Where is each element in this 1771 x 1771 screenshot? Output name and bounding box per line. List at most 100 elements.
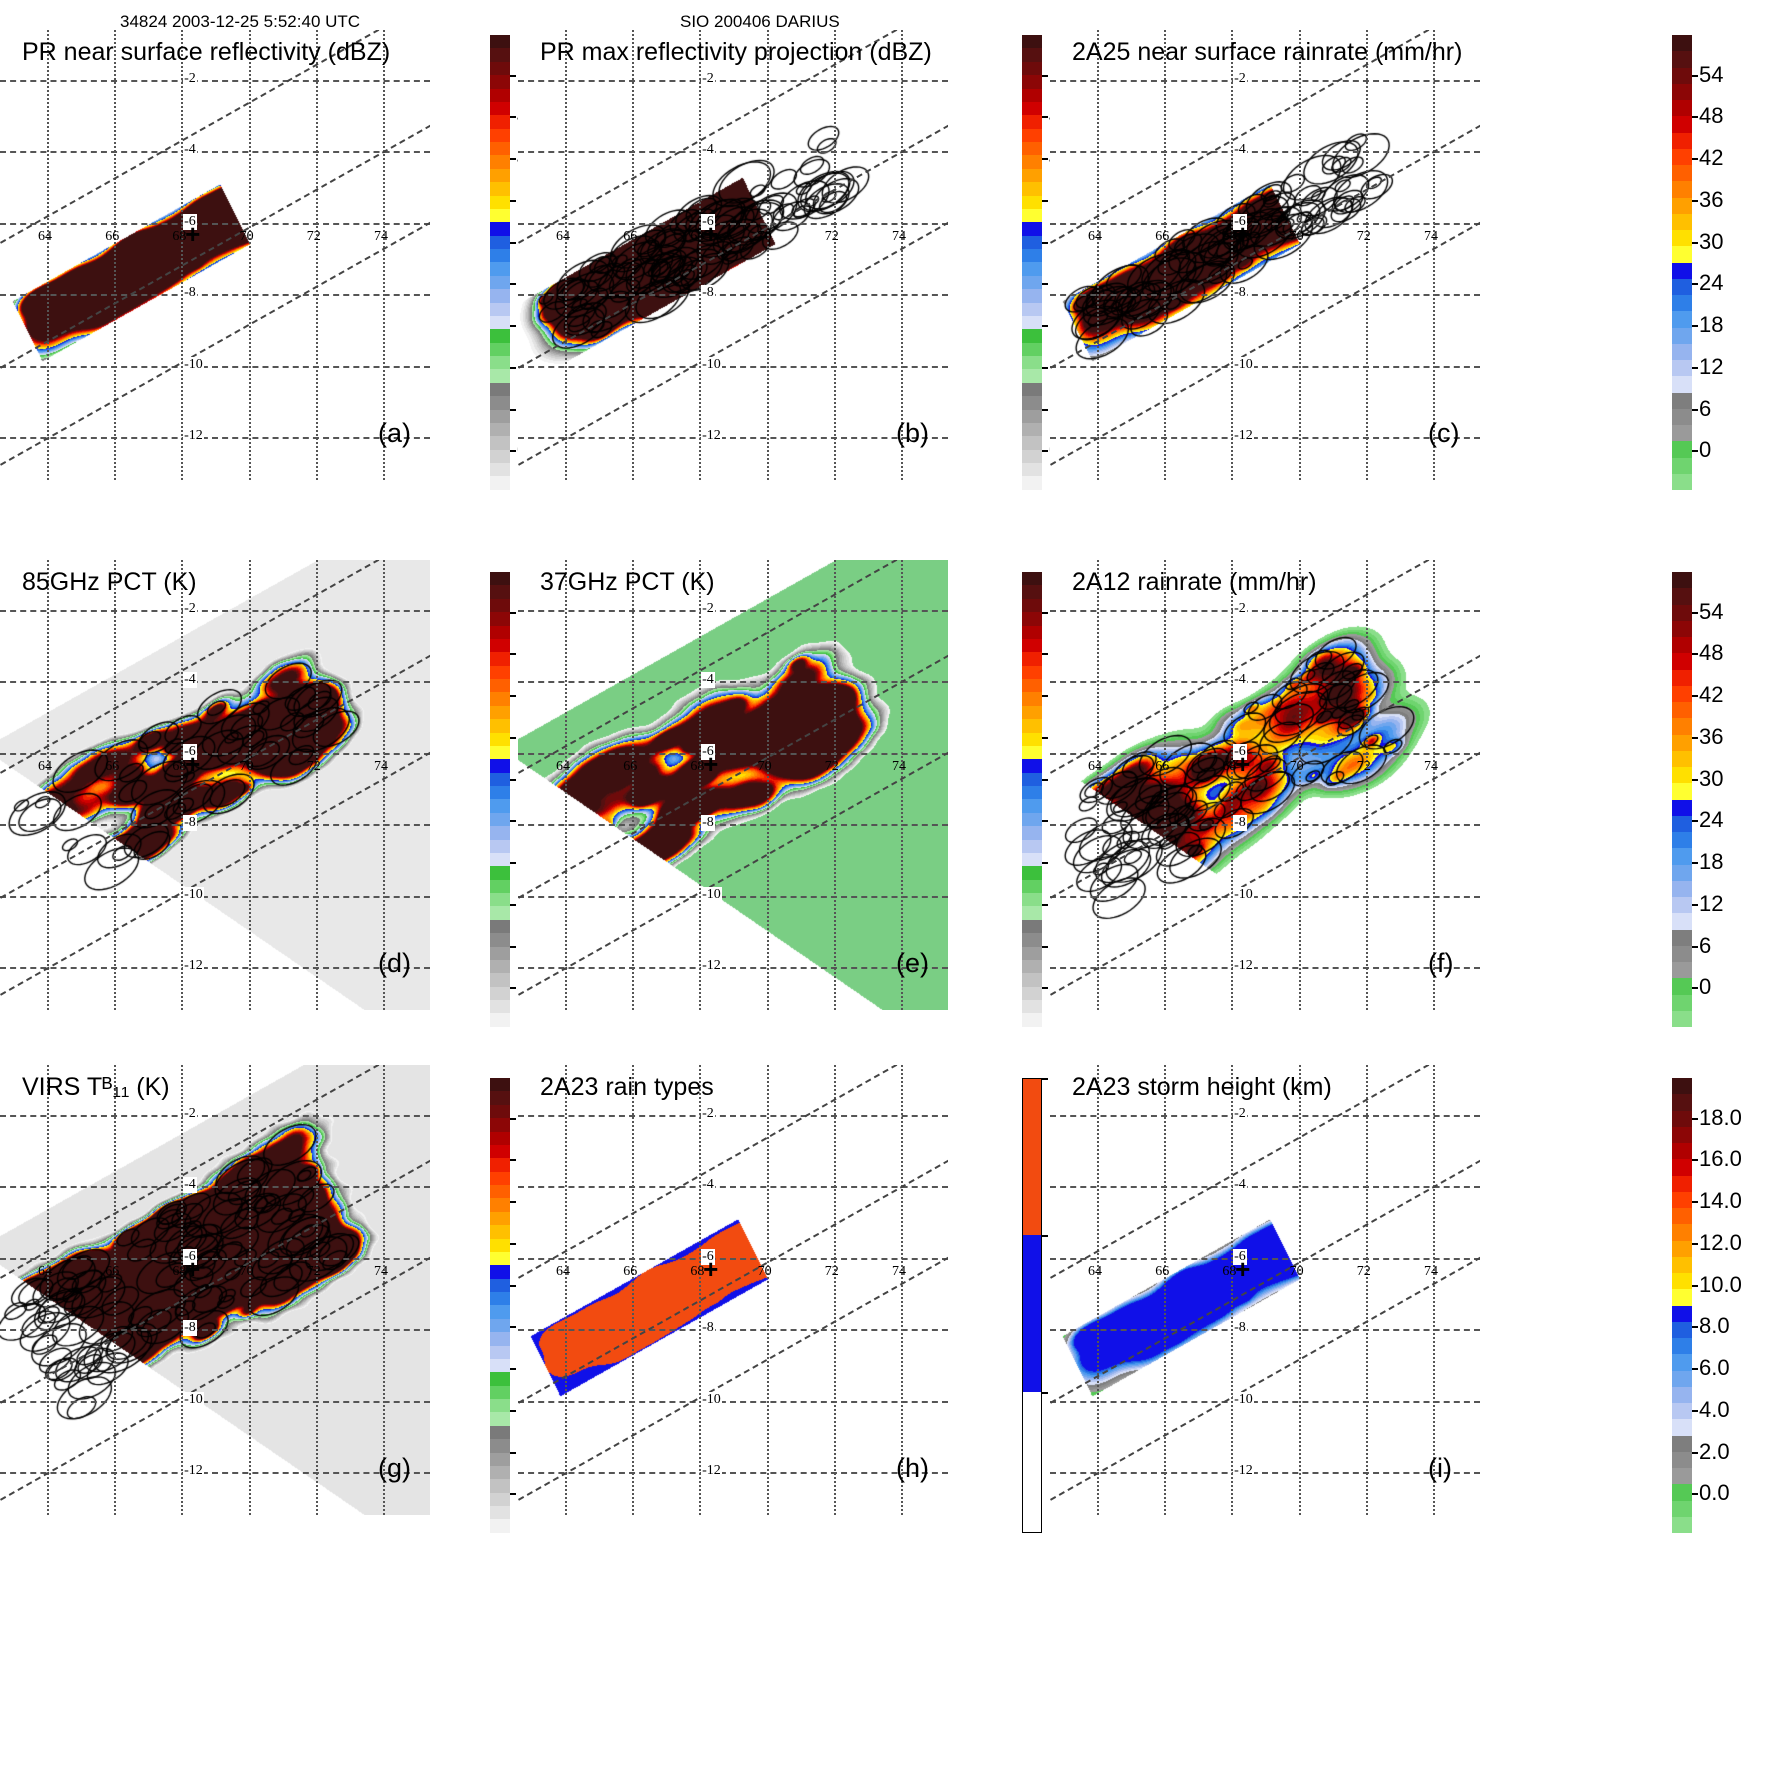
colorbar-tick-label: 48	[1699, 103, 1724, 129]
colorbar-tick	[510, 1326, 516, 1329]
gridline-longitude	[1164, 1065, 1167, 1515]
colorbar-segment	[490, 422, 510, 437]
panel-title: PR near surface reflectivity (dBZ)	[22, 38, 391, 66]
colorbar-segment	[1672, 197, 1692, 214]
gridline-latitude	[518, 1329, 948, 1332]
colorbar-segment	[1672, 1208, 1692, 1225]
panel-title: 85GHz PCT (K)	[22, 568, 197, 596]
colorbar-tick	[1692, 611, 1698, 614]
gridline-longitude	[766, 560, 769, 1010]
colorbar-tick	[510, 450, 516, 453]
tick-label-latitude: -12	[701, 1463, 722, 1480]
colorbar-segment	[1022, 572, 1042, 586]
tick-label-longitude: 68	[1222, 1264, 1237, 1280]
tick-label-latitude: -2	[1233, 601, 1247, 617]
colorbar-tick-label: 54	[1699, 598, 1724, 624]
colorbar-segment	[1672, 441, 1692, 458]
tick-label-latitude: -12	[183, 1463, 204, 1480]
colorbar-segment	[1022, 382, 1042, 397]
colorbar-segment	[1672, 588, 1692, 605]
colorbar-segment	[1672, 994, 1692, 1011]
gridline-longitude	[1097, 1065, 1100, 1515]
gridline-longitude	[181, 30, 184, 480]
colorbar-segment	[490, 1372, 510, 1386]
colorbar-segment	[1022, 665, 1042, 679]
colorbar-segment	[490, 101, 510, 116]
colorbar-tick	[1692, 1409, 1698, 1412]
colorbar-segment	[490, 222, 510, 236]
colorbar-segment	[1022, 799, 1042, 813]
tick-label-longitude: 66	[623, 759, 638, 775]
tick-label-latitude: -10	[701, 886, 722, 903]
colorbar-tick-label: 12	[1699, 353, 1724, 379]
colorbar-segment	[1022, 973, 1042, 987]
colorbar-segment	[1672, 767, 1692, 784]
gridline-longitude	[900, 1065, 903, 1515]
map-area: 64 66 68 70 72 74 -2 -4 -6 -8 -10 -12 +	[0, 1065, 430, 1515]
colorbar-segment	[1022, 155, 1042, 169]
colorbar-tick	[1042, 695, 1048, 698]
colorbar-segment	[1672, 1240, 1692, 1257]
colorbar-segment	[490, 839, 510, 853]
colorbar-segment	[490, 329, 510, 343]
colorbar-segment	[1022, 315, 1042, 330]
colorbar-segment	[490, 1251, 510, 1266]
colorbar-segment	[1022, 168, 1042, 183]
gridline-longitude	[699, 560, 702, 1010]
tick-label-latitude: -2	[183, 601, 197, 617]
colorbar-segment	[1672, 1354, 1692, 1371]
colorbar	[1022, 1078, 1042, 1533]
gridline-longitude	[632, 560, 635, 1010]
tick-label-longitude: 74	[891, 229, 906, 245]
colorbar-tick	[1042, 158, 1048, 161]
colorbar-tick-label: 30	[1699, 765, 1724, 791]
colorbar-segment	[1022, 329, 1042, 343]
colorbar-segment	[490, 1265, 510, 1279]
colorbar-tick	[510, 903, 516, 906]
colorbar-tick-label: 24	[1699, 270, 1724, 296]
tick-label-latitude: -4	[183, 1177, 197, 1194]
colorbar-segment	[490, 382, 510, 397]
tick-label-latitude: -12	[183, 958, 204, 975]
colorbar-tick-label: 54	[1699, 61, 1724, 87]
colorbar-segment	[490, 625, 510, 639]
colorbar-segment	[1672, 392, 1692, 409]
colorbar-segment	[1022, 812, 1042, 827]
colorbar-tick	[1042, 987, 1048, 990]
colorbar-tick-label: 16.0	[1699, 1146, 1742, 1172]
colorbar-segment	[490, 342, 510, 356]
colorbar-segment	[490, 1158, 510, 1172]
colorbar-tick	[510, 695, 516, 698]
map-area: 64 66 68 70 72 74 -2 -4 -6 -8 -10 -12 +	[518, 560, 948, 1010]
colorbar-segment	[1672, 327, 1692, 344]
tick-label-latitude: -12	[701, 958, 722, 975]
colorbar-segment	[490, 195, 510, 209]
colorbar-segment	[1022, 436, 1042, 450]
gridline-latitude	[0, 151, 430, 154]
colorbar-segment	[490, 665, 510, 679]
colorbar-segment	[1672, 262, 1692, 279]
colorbar-segment	[1672, 376, 1692, 393]
gridline-longitude	[1097, 560, 1100, 1010]
gridline-latitude	[0, 1400, 430, 1403]
colorbar-segment	[1672, 246, 1692, 263]
colorbar-segment	[1022, 342, 1042, 356]
colorbar-tick	[510, 1117, 516, 1120]
colorbar-segment	[1672, 35, 1692, 52]
gridline-longitude	[1164, 30, 1167, 480]
storm-header: SIO 200406 DARIUS	[680, 12, 840, 31]
panel-b: 64 66 68 70 72 74 -2 -4 -6 -8 -10 -12 + PR max reflec…	[518, 30, 948, 480]
colorbar-segment	[1022, 959, 1042, 974]
colorbar-segment	[490, 208, 510, 223]
colorbar-segment	[1022, 48, 1042, 62]
tick-label-latitude: -12	[1233, 1463, 1254, 1480]
colorbar-segment	[1672, 311, 1692, 328]
colorbar-tick	[510, 1451, 516, 1454]
gridline-latitude	[0, 967, 430, 970]
tick-label-longitude: 70	[757, 1264, 772, 1280]
tick-label-latitude: -2	[701, 1106, 715, 1122]
colorbar-tick	[1692, 987, 1698, 990]
tick-label-latitude: -6	[1233, 213, 1247, 230]
colorbar-tick	[510, 945, 516, 948]
colorbar-tick	[510, 987, 516, 990]
